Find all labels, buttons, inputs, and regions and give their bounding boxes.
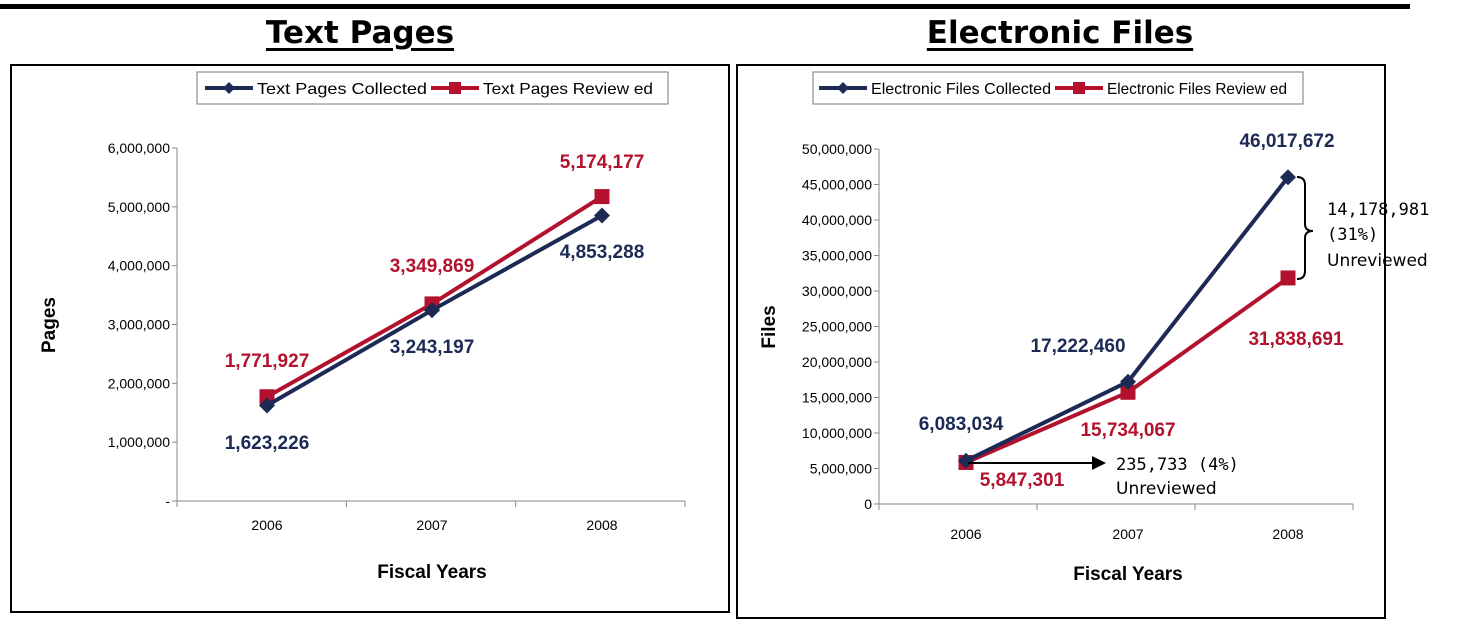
text-pages-x-tick-label: 2007 bbox=[416, 517, 447, 533]
electronic-files-data-label-reviewed: 31,838,691 bbox=[1248, 329, 1344, 350]
text-pages-legend-swatch-marker bbox=[449, 82, 461, 94]
electronic-files-y-axis-title: Files bbox=[759, 305, 780, 348]
gap-2008-percent: (31%) bbox=[1327, 225, 1378, 245]
text-pages-y-tick-label: 1,000,000 bbox=[108, 434, 170, 450]
text-pages-y-tick-label: 6,000,000 bbox=[108, 140, 170, 156]
electronic-files-x-axis-title: Fiscal Years bbox=[1073, 564, 1183, 585]
text-pages-y-axis-title: Pages bbox=[39, 297, 60, 353]
electronic-files-y-tick-label: 35,000,000 bbox=[802, 248, 872, 264]
electronic-files-data-label-collected: 17,222,460 bbox=[1030, 336, 1125, 357]
text-pages-data-label-reviewed: 3,349,869 bbox=[390, 256, 475, 277]
text-pages-y-tick-label: 3,000,000 bbox=[108, 317, 170, 333]
electronic-files-y-tick-label: 50,000,000 bbox=[802, 141, 872, 157]
text-pages-data-label-collected: 4,853,288 bbox=[560, 242, 645, 263]
text-pages-data-label-reviewed: 5,174,177 bbox=[560, 152, 645, 173]
text-pages-y-tick-label: 4,000,000 bbox=[108, 258, 170, 274]
electronic-files-y-tick-label: 15,000,000 bbox=[802, 390, 872, 406]
electronic-files-x-tick-label: 2006 bbox=[950, 526, 981, 542]
text-pages-y-tick-label: 5,000,000 bbox=[108, 199, 170, 215]
electronic-files-data-label-reviewed: 15,734,067 bbox=[1080, 420, 1175, 441]
electronic-files-legend-swatch-marker bbox=[1073, 82, 1085, 94]
text-pages-x-tick-label: 2008 bbox=[586, 517, 617, 533]
electronic-files-y-tick-label: 40,000,000 bbox=[802, 212, 872, 228]
electronic-files-series-line-collected bbox=[966, 177, 1288, 461]
text-pages-y-tick-label: - bbox=[165, 493, 170, 509]
electronic-files-legend-entry: Electronic Files Collected bbox=[871, 81, 1051, 98]
gap-2008-label: 14,178,981 bbox=[1327, 200, 1429, 220]
gap-2008-unreviewed: Unreviewed bbox=[1327, 251, 1428, 271]
electronic-files-y-tick-label: 10,000,000 bbox=[802, 425, 872, 441]
electronic-files-x-tick-label: 2008 bbox=[1272, 526, 1303, 542]
electronic-files-legend-entry: Electronic Files Review ed bbox=[1107, 81, 1287, 98]
text-pages-data-label-reviewed: 1,771,927 bbox=[225, 351, 310, 372]
text-pages-point-collected bbox=[594, 207, 610, 223]
text-pages-point-reviewed bbox=[595, 189, 610, 204]
text-pages-data-label-collected: 3,243,197 bbox=[390, 337, 475, 358]
electronic-files-x-tick-label: 2007 bbox=[1112, 526, 1143, 542]
text-pages-legend-entry: Text Pages Collected bbox=[257, 81, 427, 98]
electronic-files-y-tick-label: 20,000,000 bbox=[802, 354, 872, 370]
electronic-files-y-tick-label: 30,000,000 bbox=[802, 283, 872, 299]
electronic-files-data-label-collected: 46,017,672 bbox=[1239, 131, 1334, 152]
electronic-files-y-tick-label: 45,000,000 bbox=[802, 177, 872, 193]
text-pages-data-label-collected: 1,623,226 bbox=[225, 433, 310, 454]
electronic-files-y-tick-label: 25,000,000 bbox=[802, 319, 872, 335]
electronic-files-data-label-collected: 6,083,034 bbox=[919, 414, 1004, 435]
electronic-files-point-reviewed bbox=[1281, 270, 1296, 285]
gap-2008-brace bbox=[1297, 177, 1313, 279]
text-pages-y-tick-label: 2,000,000 bbox=[108, 375, 170, 391]
electronic-files-y-tick-label: 5,000,000 bbox=[810, 461, 872, 477]
text-pages-x-axis-title: Fiscal Years bbox=[377, 562, 487, 583]
text-pages-x-tick-label: 2006 bbox=[251, 517, 282, 533]
electronic-files-y-tick-label: 0 bbox=[864, 496, 872, 512]
gap-2006-label: 235,733 (4%) bbox=[1116, 455, 1239, 475]
gap-2006-unreviewed: Unreviewed bbox=[1116, 479, 1217, 499]
gap-2006-arrow-head bbox=[1092, 456, 1106, 470]
text-pages-legend-entry: Text Pages Review ed bbox=[483, 81, 653, 98]
electronic-files-data-label-reviewed: 5,847,301 bbox=[980, 470, 1065, 491]
